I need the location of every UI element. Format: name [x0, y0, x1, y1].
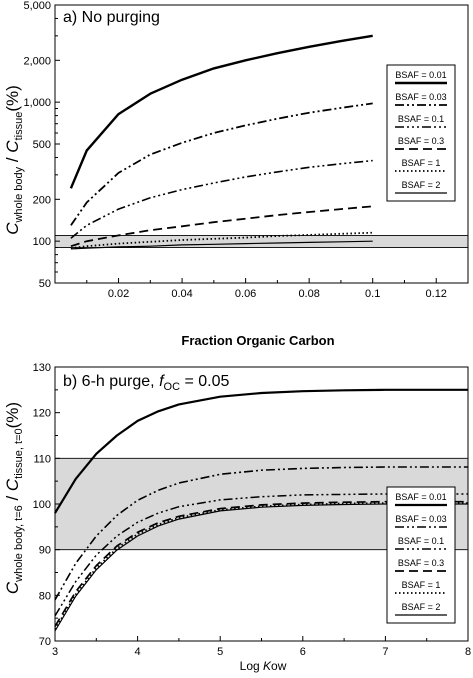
x-tick-label: 7 — [382, 646, 388, 658]
y-title-sub2: tissue, t=0 — [13, 428, 25, 478]
y-tick-label: 90 — [39, 545, 51, 557]
y-tick-label: 130 — [33, 362, 51, 374]
y-title-sub2: tissue — [13, 112, 25, 141]
series-lines — [69, 34, 373, 250]
x-tick-label: 0.12 — [426, 288, 447, 300]
panel-b-chart: 3 4 5 6 7 8 70 80 90 100 110 120 130 b) 6-h purge, … — [3, 362, 471, 673]
band-fill — [55, 235, 468, 248]
y-tick-label: 80 — [39, 590, 51, 602]
legend-label-2: BSAF = 0.03 — [395, 514, 446, 524]
y-axis-title: Cwhole body / Ctissue(%) — [3, 85, 25, 235]
series-line-5 — [70, 231, 373, 250]
y-title-unit: (%) — [3, 85, 22, 111]
legend-label-5: BSAF = 1 — [402, 158, 441, 168]
x-tick-label: 0.06 — [235, 288, 256, 300]
y-tick-label: 500 — [33, 139, 51, 151]
y-tick-label: 5,000 — [23, 0, 51, 12]
reference-band — [55, 234, 468, 248]
panel-title-text: b) 6-h purge, — [63, 373, 159, 390]
legend-label-6: BSAF = 2 — [402, 602, 441, 612]
y-tick-label: 120 — [33, 408, 51, 420]
svg-text:Cwhole body, t=6 / Ctissue, t=: Cwhole body, t=6 / Ctissue, t=0(%) — [3, 402, 25, 594]
y-title-var1: C — [3, 222, 22, 235]
legend-box — [386, 486, 456, 624]
series-line-1 — [69, 34, 373, 189]
x-tick-label: 5 — [217, 646, 223, 658]
series-line-5 — [54, 502, 468, 630]
legend-label-4: BSAF = 0.3 — [398, 558, 444, 568]
legend-label-1: BSAF = 0.01 — [395, 492, 446, 502]
legend-label-3: BSAF = 0.1 — [398, 114, 444, 124]
x-title-var: K — [263, 659, 272, 673]
y-axis: 50 100 200 500 1,000 2,000 5,000 — [23, 0, 60, 290]
legend: BSAF = 0.01 BSAF = 0.03 BSAF = 0.1 BSAF = 0… — [386, 486, 456, 624]
x-tick-label: 0.08 — [298, 288, 319, 300]
y-tick-label: 100 — [33, 236, 51, 248]
panel-title-sub: OC — [164, 381, 181, 393]
panel-title: a) No purging — [63, 9, 160, 26]
series-line-1 — [54, 388, 468, 514]
x-tick-label: 0.04 — [171, 288, 192, 300]
legend-label-3: BSAF = 0.1 — [398, 536, 444, 546]
legend-box — [386, 64, 456, 202]
y-tick-label: 2,000 — [23, 55, 51, 67]
x-title-pre: Log — [240, 659, 263, 673]
x-axis: 3 4 5 6 7 8 — [52, 636, 471, 658]
x-tick-label: 4 — [135, 646, 141, 658]
x-tick-label: 8 — [465, 646, 471, 658]
panel-title-tail: = 0.05 — [180, 373, 229, 390]
x-tick-label: 0.02 — [108, 288, 129, 300]
panel-a-chart: 0.02 0.04 0.06 0.08 0.1 0.12 50 100 200 500 1,000… — [3, 0, 469, 348]
y-axis-title: Cwhole body, t=6 / Ctissue, t=0(%) — [3, 402, 25, 594]
panel-title: b) 6-h purge, fOC = 0.05 — [63, 373, 229, 393]
y-tick-label: 110 — [33, 453, 51, 465]
x-axis-title: Log Kow — [240, 659, 287, 673]
y-title-unit: (%) — [3, 402, 22, 428]
x-tick-label: 3 — [52, 646, 58, 658]
x-axis: 0.02 0.04 0.06 0.08 0.1 0.12 — [86, 278, 447, 300]
y-title-sub1: whole body, t=6 — [13, 505, 25, 583]
y-title-var1: C — [3, 581, 22, 594]
x-title-post: ow — [271, 659, 287, 673]
series-line-3 — [70, 159, 373, 239]
legend-label-1: BSAF = 0.01 — [395, 70, 446, 80]
y-tick-label: 50 — [39, 278, 51, 290]
y-tick-label: 200 — [33, 194, 51, 206]
y-title-slash: / — [3, 153, 22, 167]
y-title-sub1: whole body — [13, 166, 25, 223]
y-tick-label: 70 — [39, 636, 51, 648]
svg-text:Cwhole body / Ctissue(%): Cwhole body / Ctissue(%) — [3, 85, 25, 235]
legend: BSAF = 0.01 BSAF = 0.03 BSAF = 0.1 BSAF = 0… — [386, 64, 456, 202]
x-tick-label: 6 — [300, 646, 306, 658]
series-lines — [54, 388, 468, 632]
y-tick-label: 100 — [33, 499, 51, 511]
x-axis-title: Fraction Organic Carbon — [181, 333, 334, 348]
series-line-2 — [54, 466, 468, 601]
legend-label-5: BSAF = 1 — [402, 580, 441, 590]
series-line-6 — [54, 503, 468, 632]
series-line-3 — [54, 493, 468, 617]
y-title-slash: / — [3, 491, 22, 505]
y-axis: 70 80 90 100 110 120 130 — [33, 362, 60, 648]
legend-label-4: BSAF = 0.3 — [398, 136, 444, 146]
x-tick-label: 0.1 — [365, 288, 380, 300]
series-line-2 — [70, 102, 373, 226]
panel-title-var: f — [159, 373, 165, 390]
series-line-6 — [70, 240, 373, 250]
legend-label-2: BSAF = 0.03 — [395, 92, 446, 102]
series-line-4 — [70, 205, 373, 248]
legend-label-6: BSAF = 2 — [402, 180, 441, 190]
series-line-4 — [54, 500, 468, 627]
y-title-var2: C — [3, 140, 22, 153]
y-tick-label: 1,000 — [23, 97, 51, 109]
y-title-var2: C — [3, 478, 22, 491]
